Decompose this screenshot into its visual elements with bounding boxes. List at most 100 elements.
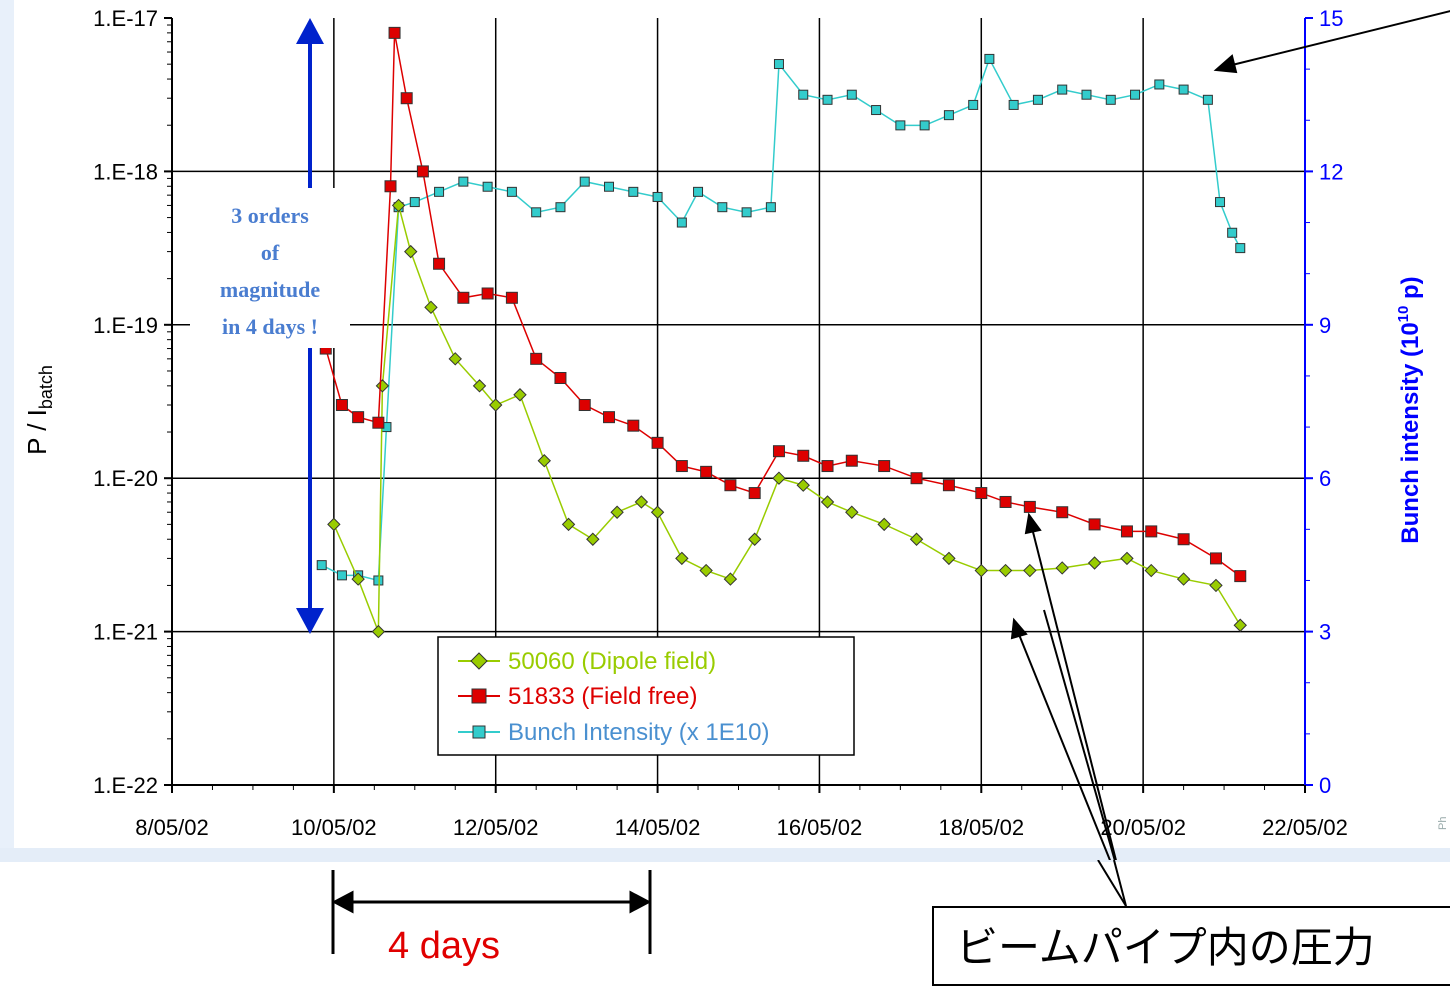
y-right-tick-label: 12 <box>1319 159 1343 184</box>
corner-stamp: Ph <box>1437 816 1449 830</box>
data-point <box>561 517 576 532</box>
data-point <box>610 505 624 519</box>
data-point <box>998 563 1013 578</box>
data-point <box>1057 84 1068 95</box>
y-right-ticks: 0 3 6 9 12 15 <box>1305 6 1343 798</box>
y-right-tick-label: 15 <box>1319 6 1343 31</box>
data-point <box>974 563 988 578</box>
bracket-lower <box>331 860 1127 954</box>
y-right-tick-label: 9 <box>1319 313 1331 338</box>
page-background-strip <box>0 0 14 860</box>
data-point <box>772 471 786 485</box>
data-point <box>693 186 704 197</box>
svg-text:magnitude: magnitude <box>220 277 320 302</box>
data-point <box>634 495 649 509</box>
data-point <box>472 379 487 393</box>
data-point <box>1081 89 1092 100</box>
data-point <box>457 291 470 304</box>
data-point <box>877 517 891 532</box>
y-right-tick-label: 3 <box>1319 620 1331 645</box>
data-point <box>1215 197 1226 208</box>
data-point <box>748 487 761 500</box>
data-point <box>765 202 776 213</box>
legend-item-field-free: 51833 (Field free) <box>458 683 697 710</box>
x-tick-label: 14/05/02 <box>615 815 701 840</box>
data-point <box>724 479 737 492</box>
data-point <box>1032 94 1043 105</box>
data-point <box>384 180 397 193</box>
data-point <box>772 445 785 458</box>
x-ticks: 8/05/02 10/05/02 12/05/02 14/05/02 16/05/02 1… <box>135 785 1348 840</box>
data-point <box>1056 506 1069 519</box>
y-right-axis-label: Bunch intensity (1010 p) <box>1395 276 1424 543</box>
y-right-tick-label: 0 <box>1319 773 1331 798</box>
data-point <box>1209 578 1223 593</box>
data-point <box>530 352 543 365</box>
x-tick-label: 20/05/02 <box>1100 815 1186 840</box>
page-background-band <box>0 848 1450 862</box>
data-point <box>578 399 591 412</box>
data-point <box>675 460 688 473</box>
data-point <box>416 165 429 178</box>
data-point <box>335 399 348 412</box>
data-point <box>505 291 518 304</box>
data-point <box>352 411 365 424</box>
data-point <box>821 460 834 473</box>
svg-text:51833 (Field free): 51833 (Field free) <box>508 683 697 710</box>
y-left-ticks: 1.E-22 1.E-21 1.E-20 1.E-19 1.E-18 1.E-17 <box>93 6 172 798</box>
data-point <box>327 517 341 532</box>
data-point <box>555 202 566 213</box>
data-point <box>798 89 809 100</box>
y-left-tick-label: 1.E-17 <box>93 6 158 31</box>
data-point <box>676 217 687 228</box>
data-point <box>675 551 689 566</box>
chart-series-layer <box>316 26 1247 639</box>
pointer-arrows <box>1010 10 1450 860</box>
data-point <box>537 454 551 468</box>
orders-text-background <box>190 188 350 348</box>
x-tick-label: 18/05/02 <box>938 815 1024 840</box>
data-point <box>797 449 810 462</box>
data-point <box>400 92 413 105</box>
data-point <box>1145 525 1158 538</box>
data-point <box>942 551 956 566</box>
data-point <box>404 244 418 259</box>
data-point <box>603 411 616 424</box>
y-left-tick-label: 1.E-21 <box>93 620 158 645</box>
legend-item-dipole: 50060 (Dipole field) <box>458 648 716 675</box>
data-point <box>845 454 858 467</box>
data-point <box>554 371 567 384</box>
data-point <box>1154 79 1165 90</box>
x-tick-label: 8/05/02 <box>135 815 208 840</box>
y-left-tick-label: 1.E-18 <box>93 159 158 184</box>
data-point <box>845 505 859 519</box>
orders-magnitude-text: 3 orders of magnitude in 4 days ! <box>220 203 320 339</box>
data-point <box>531 207 542 218</box>
data-point <box>919 120 930 131</box>
data-point <box>1023 563 1037 578</box>
x-tick-label: 12/05/02 <box>453 815 539 840</box>
data-point <box>651 436 664 449</box>
data-point <box>942 479 955 492</box>
data-point <box>717 202 728 213</box>
data-point <box>1144 563 1158 578</box>
data-point <box>351 572 365 586</box>
data-point <box>448 352 462 366</box>
y-left-tick-label: 1.E-22 <box>93 773 158 798</box>
data-point <box>999 495 1012 508</box>
data-point <box>1120 551 1134 566</box>
data-point <box>1234 570 1247 583</box>
data-point <box>820 495 835 509</box>
chart: 1.E-22 1.E-21 1.E-20 1.E-19 1.E-18 1.E-17 0 3 6… <box>22 6 1450 860</box>
data-point <box>699 563 713 578</box>
data-point <box>579 176 590 187</box>
data-point <box>1008 99 1019 110</box>
svg-text:of: of <box>261 240 280 265</box>
data-point <box>984 53 995 64</box>
data-point <box>975 487 988 500</box>
data-point <box>1235 243 1246 254</box>
data-point <box>723 572 738 586</box>
data-point <box>895 120 906 131</box>
data-point <box>747 532 762 546</box>
data-point <box>796 478 810 492</box>
